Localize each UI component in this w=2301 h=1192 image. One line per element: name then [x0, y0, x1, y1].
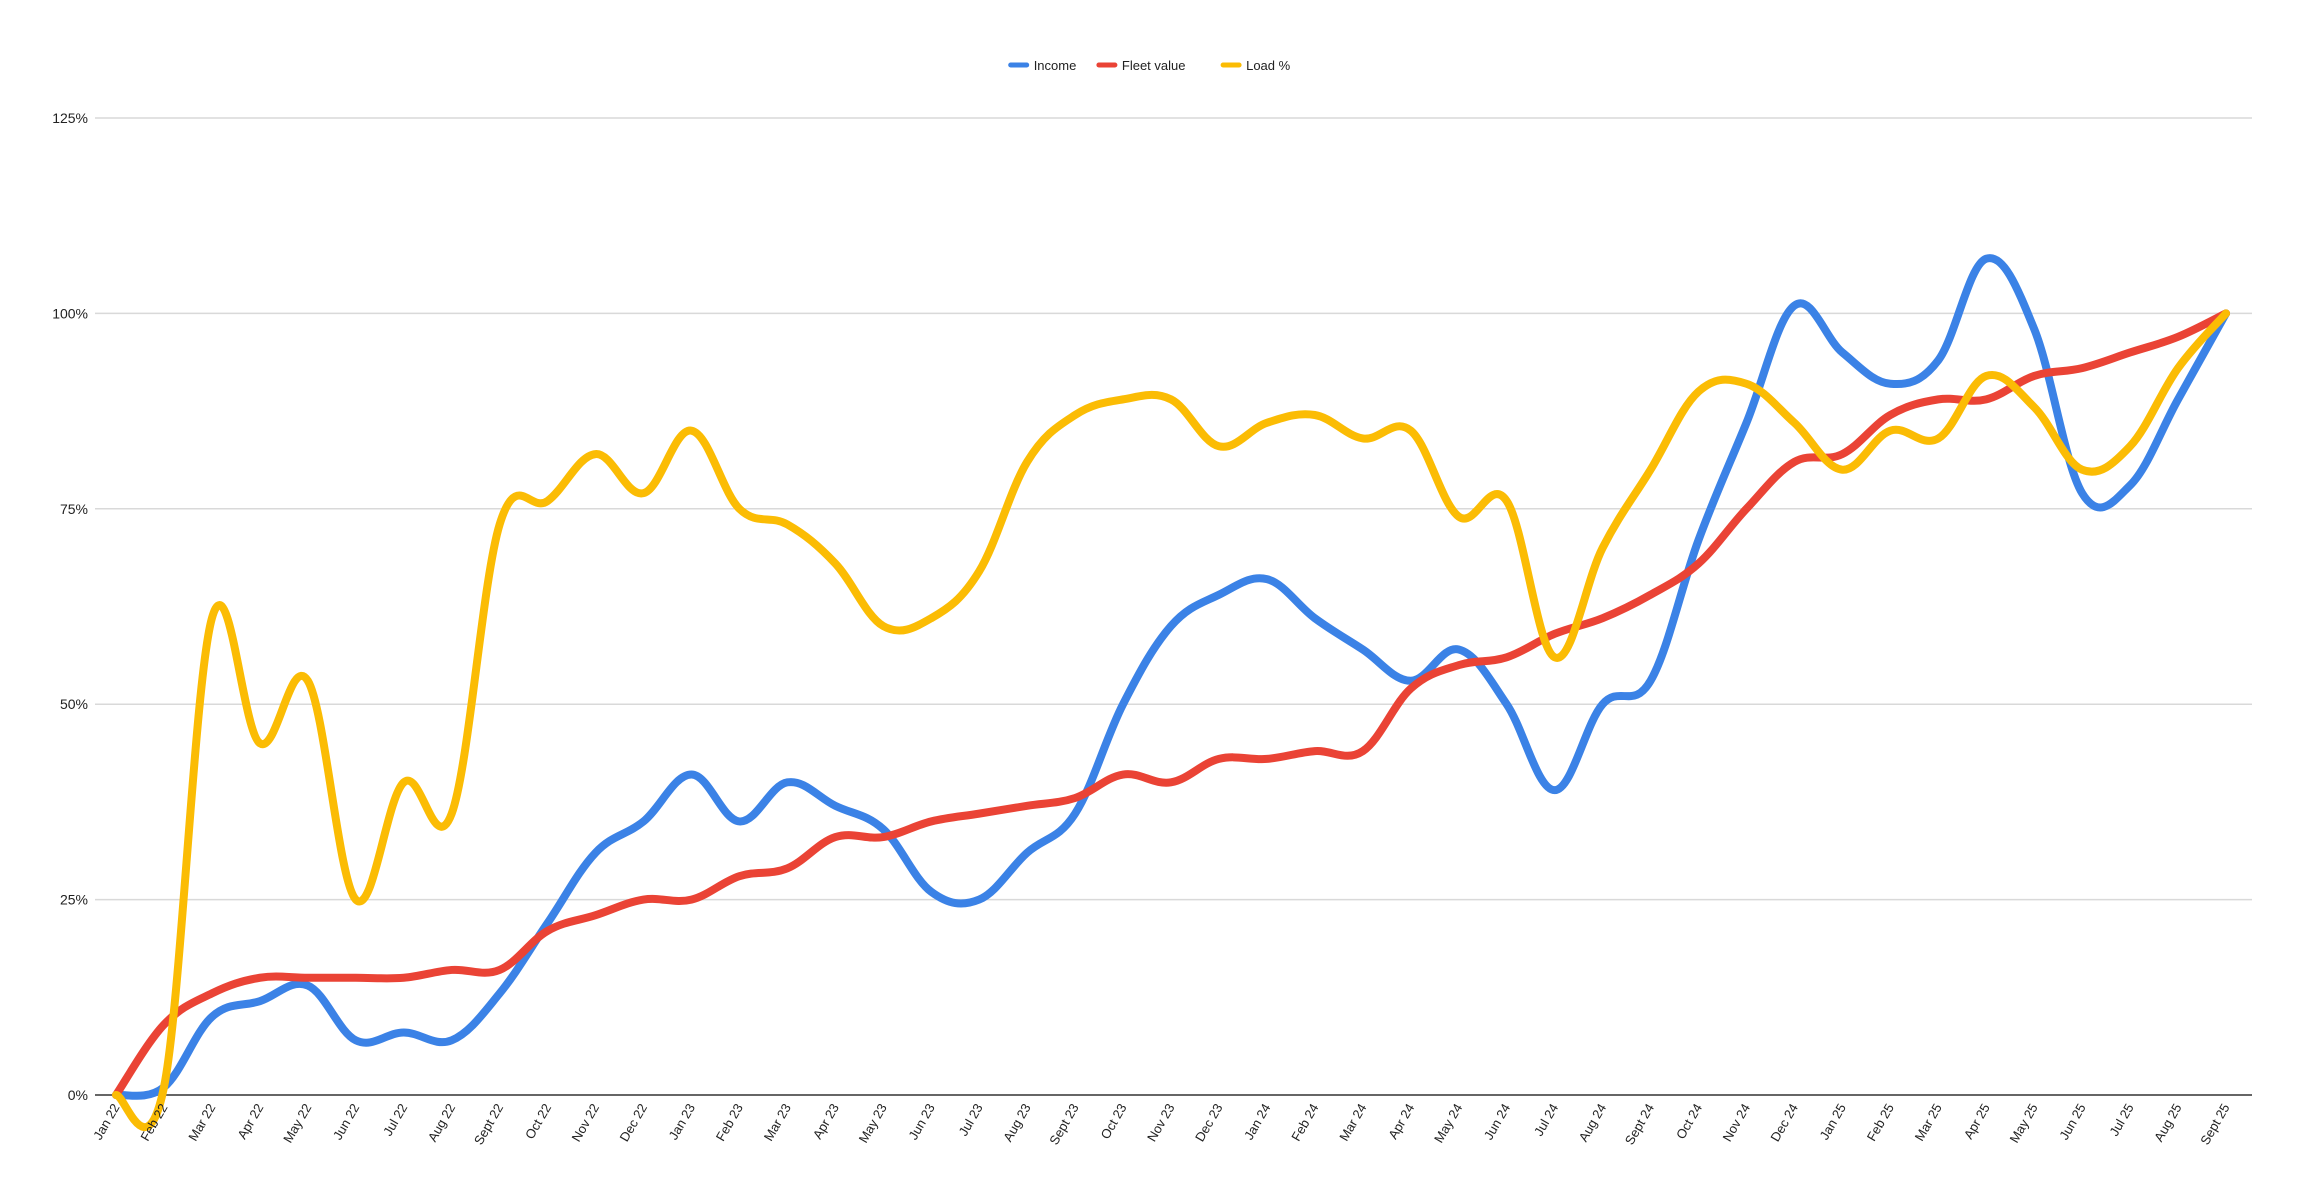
x-tick-label: Jun 25 [2056, 1101, 2089, 1142]
x-tick-label: Jun 23 [905, 1101, 938, 1142]
x-tick-label: Sept 24 [1622, 1101, 1657, 1147]
legend-item-fleet-value: Fleet value [1096, 58, 1186, 73]
x-tick-label: Jan 23 [666, 1101, 699, 1142]
x-tick-label: Nov 22 [569, 1101, 603, 1144]
x-tick-label: May 25 [2006, 1101, 2040, 1145]
y-tick-label: 125% [52, 110, 88, 126]
x-tick-label: Dec 22 [617, 1101, 651, 1144]
series-line-income [112, 254, 2230, 1100]
x-tick-label: May 23 [856, 1101, 890, 1145]
series-line-load [112, 309, 2230, 1131]
x-tick-label: Jul 23 [955, 1101, 985, 1139]
x-tick-label: Aug 24 [1576, 1101, 1610, 1144]
x-tick-label: Sept 25 [2197, 1101, 2232, 1147]
legend: Income Fleet value Load % [1008, 58, 1291, 73]
x-tick-label: Apr 22 [234, 1101, 266, 1142]
x-tick-label: Jan 25 [1816, 1101, 1849, 1142]
y-tick-label: 75% [60, 501, 88, 517]
gridlines [95, 117, 2252, 1096]
legend-item-load: Load % [1220, 58, 1291, 73]
y-axis: 0% 25% 50% 75% 100% 125% [52, 110, 88, 1103]
x-tick-label: Apr 24 [1385, 1101, 1417, 1142]
x-tick-label: Jun 24 [1481, 1101, 1514, 1142]
x-tick-label: Sept 23 [1046, 1101, 1081, 1147]
x-tick-label: Feb 24 [1288, 1101, 1321, 1144]
x-tick-label: Aug 22 [425, 1101, 459, 1144]
x-tick-label: Aug 23 [1000, 1101, 1034, 1144]
x-tick-label: Feb 25 [1864, 1101, 1897, 1144]
x-tick-label: Jul 25 [2106, 1101, 2136, 1139]
x-tick-label: Jun 22 [330, 1101, 363, 1142]
legend-label: Income [1034, 58, 1077, 73]
x-tick-label: Aug 25 [2151, 1101, 2185, 1144]
series-lines [112, 254, 2230, 1131]
x-tick-label: Mar 24 [1336, 1101, 1369, 1144]
x-tick-label: May 22 [280, 1101, 314, 1145]
x-tick-label: Dec 23 [1192, 1101, 1226, 1144]
x-tick-label: Oct 24 [1673, 1101, 1705, 1142]
x-axis: Jan 22 Feb 22 Mar 22 Apr 22 May 22 Jun 22 Jul … [90, 1101, 2233, 1147]
x-tick-label: Feb 23 [713, 1101, 746, 1144]
x-tick-label: Nov 24 [1719, 1101, 1753, 1144]
legend-item-income: Income [1008, 58, 1077, 73]
x-tick-label: Jul 24 [1531, 1101, 1561, 1139]
x-tick-label: Oct 23 [1098, 1101, 1130, 1142]
series-line-fleet-value [112, 309, 2230, 1099]
x-tick-label: Nov 23 [1144, 1101, 1178, 1144]
x-tick-label: Apr 25 [1961, 1101, 1993, 1142]
y-tick-label: 100% [52, 305, 88, 321]
y-tick-label: 25% [60, 892, 88, 908]
x-tick-label: Dec 24 [1767, 1101, 1801, 1144]
x-tick-label: Oct 22 [522, 1101, 554, 1142]
x-tick-label: Mar 25 [1912, 1101, 1945, 1144]
x-tick-label: Jan 24 [1241, 1101, 1274, 1142]
x-tick-label: Apr 23 [810, 1101, 842, 1142]
x-tick-label: Jul 22 [380, 1101, 410, 1139]
y-tick-label: 50% [60, 696, 88, 712]
x-tick-label: Mar 23 [761, 1101, 794, 1144]
y-tick-label: 0% [68, 1087, 88, 1103]
x-tick-label: Mar 22 [185, 1101, 218, 1144]
legend-label: Fleet value [1122, 58, 1186, 73]
x-tick-label: Sept 22 [471, 1101, 506, 1147]
x-tick-label: May 24 [1431, 1101, 1465, 1145]
legend-label: Load % [1246, 58, 1291, 73]
x-tick-label: Jan 22 [90, 1101, 123, 1142]
